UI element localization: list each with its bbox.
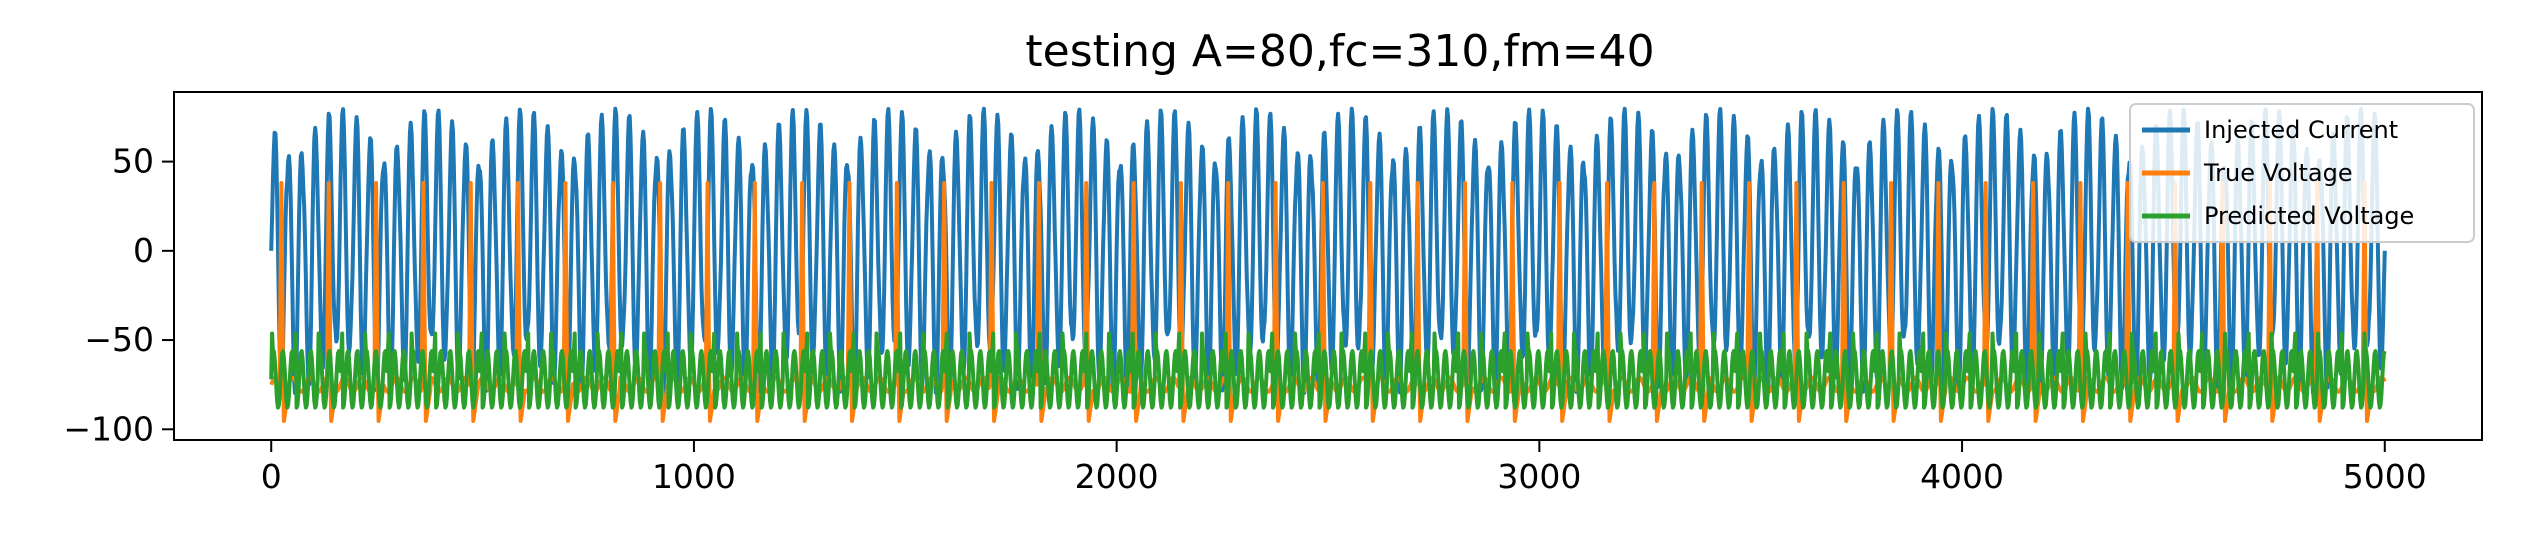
y-tick-label: 0 <box>133 231 154 270</box>
legend-box <box>2129 103 2475 243</box>
legend-label: Predicted Voltage <box>2204 202 2414 230</box>
legend-label: True Voltage <box>2203 159 2353 187</box>
y-tick-label: 50 <box>112 142 154 181</box>
legend: Injected Current True Voltage Predicted Vo… <box>2129 103 2475 243</box>
y-axis: 50 0 −50 −100 <box>63 142 174 448</box>
series-line-predicted-voltage <box>269 331 2387 410</box>
x-tick-label: 2000 <box>1075 457 1159 496</box>
chart-title: testing A=80,fc=310,fm=40 <box>1025 26 1654 77</box>
legend-label: Injected Current <box>2204 116 2398 144</box>
plot-frame <box>173 91 2483 441</box>
x-axis: 0 1000 2000 3000 4000 5000 <box>261 440 2427 496</box>
x-tick-label: 4000 <box>1920 457 2004 496</box>
x-tick-label: 5000 <box>2343 457 2427 496</box>
y-tick-label: −50 <box>84 320 154 359</box>
plot-series <box>269 106 2387 423</box>
x-tick-label: 3000 <box>1497 457 1581 496</box>
series-line-injected-current <box>269 106 2387 395</box>
x-tick-label: 0 <box>261 457 282 496</box>
y-tick-label: −100 <box>63 409 154 448</box>
x-tick-label: 1000 <box>652 457 736 496</box>
